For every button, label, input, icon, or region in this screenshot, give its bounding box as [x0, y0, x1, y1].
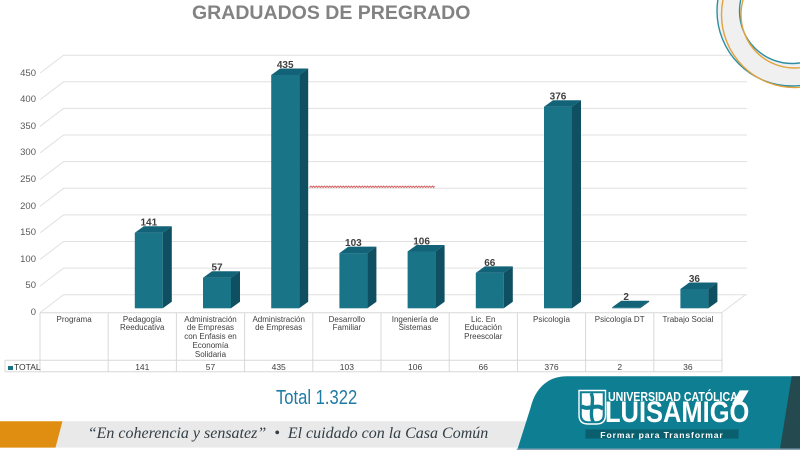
svg-text:435: 435	[277, 60, 294, 71]
svg-text:141: 141	[140, 218, 157, 229]
svg-text:103: 103	[345, 238, 362, 249]
svg-text:106: 106	[413, 237, 430, 248]
svg-text:57: 57	[211, 263, 223, 274]
svg-text:66: 66	[484, 258, 496, 269]
svg-text:2: 2	[623, 292, 629, 303]
svg-text:36: 36	[689, 274, 701, 285]
svg-text:376: 376	[550, 92, 567, 103]
